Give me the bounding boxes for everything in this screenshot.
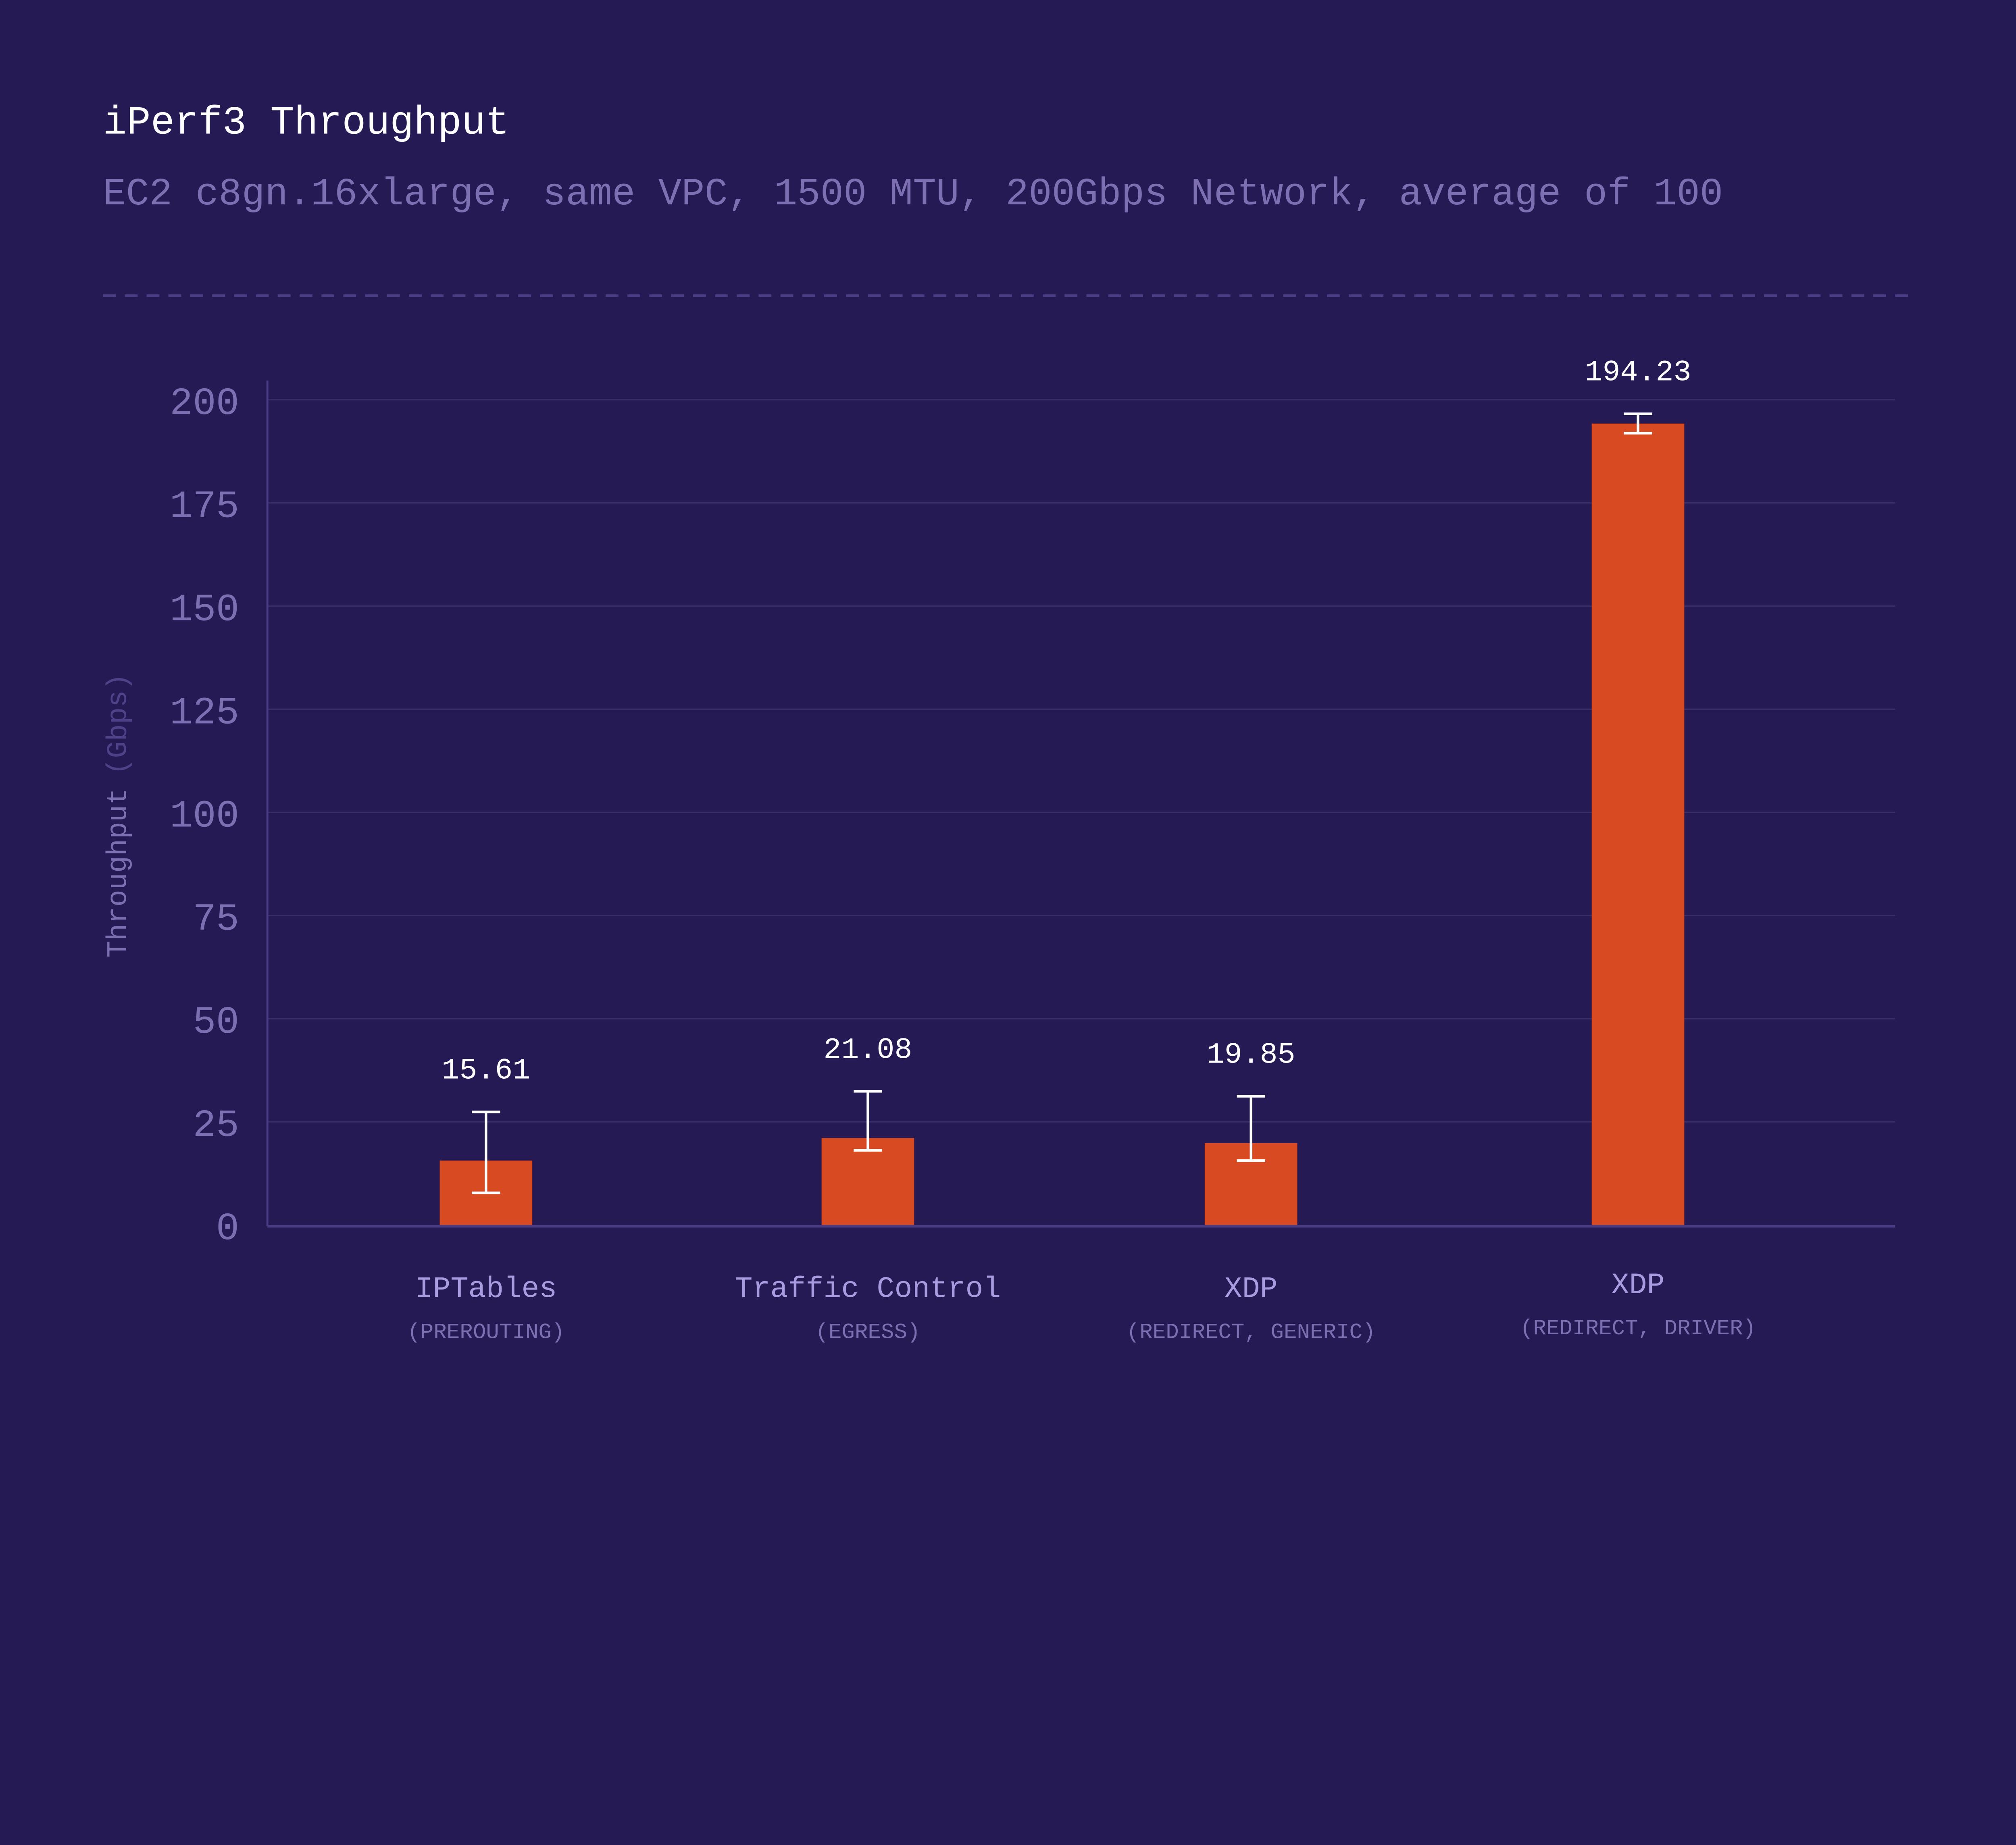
x-tick-label: IPTables (415, 1273, 557, 1306)
y-tick-label: 0 (216, 1207, 239, 1251)
bar (821, 1138, 914, 1225)
y-tick-label: 75 (193, 897, 239, 941)
bars-layer: 15.61 IPTables (PREROUTING) 21.08 Traffic Co… (407, 356, 1756, 1345)
y-tick-label: 125 (170, 691, 239, 735)
data-label: 15.61 (442, 1055, 530, 1088)
y-tick-label: 25 (193, 1104, 239, 1148)
y-axis-label-text: Throughput (103, 788, 135, 958)
data-label: 21.08 (823, 1034, 912, 1067)
y-tick-label: 150 (170, 588, 239, 632)
chart-subtitle: EC2 c8gn.16xlarge, same VPC, 1500 MTU, 2… (103, 172, 1723, 216)
chart-background (0, 0, 2016, 1441)
y-tick-label: 50 (193, 1001, 239, 1044)
y-tick-label: 100 (170, 794, 239, 838)
y-axis-label: Throughput (Gbps) (103, 673, 135, 957)
x-tick-sublabel: (REDIRECT, DRIVER) (1520, 1317, 1756, 1341)
x-tick-label: XDP (1225, 1273, 1278, 1306)
x-tick-label: XDP (1611, 1269, 1664, 1302)
x-tick-sublabel: (PREROUTING) (407, 1321, 564, 1345)
data-label: 19.85 (1207, 1039, 1295, 1072)
bar (1591, 423, 1685, 1225)
y-tick-label: 175 (170, 485, 239, 529)
throughput-chart: iPerf3 Throughput EC2 c8gn.16xlarge, sam… (0, 0, 2016, 1441)
y-axis-label-unit: (Gbps) (103, 673, 135, 775)
data-label: 194.23 (1585, 356, 1691, 390)
chart-title: iPerf3 Throughput (103, 101, 509, 146)
x-tick-sublabel: (REDIRECT, GENERIC) (1127, 1321, 1376, 1345)
y-tick-label: 200 (170, 382, 239, 426)
x-tick-label: Traffic Control (735, 1273, 1001, 1306)
x-tick-sublabel: (EGRESS) (815, 1321, 920, 1345)
